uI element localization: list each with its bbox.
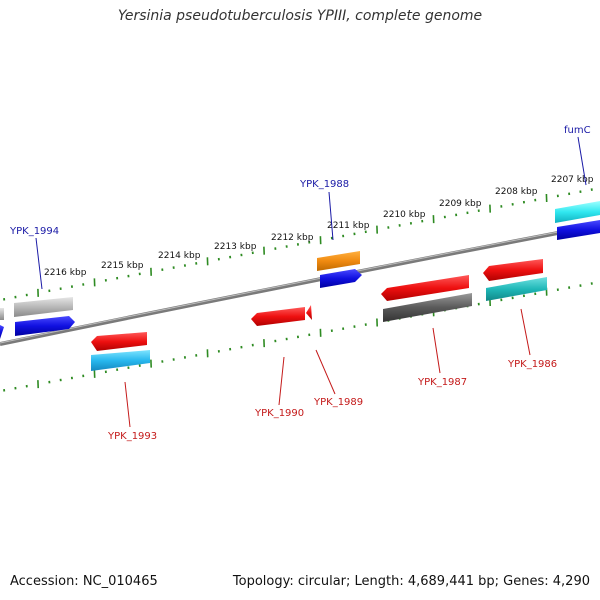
gene-fumc — [555, 201, 600, 240]
top-leader-lines — [35, 136, 587, 290]
gene-label-ypk-1986[interactable]: YPK_1986 — [507, 359, 557, 370]
genome-backbone-highlight — [0, 223, 600, 344]
gene-ypk-1995-partial — [0, 308, 4, 339]
gene-ypk-1990 — [251, 307, 305, 326]
accession-label: Accession: NC_010465 — [10, 574, 158, 589]
map-title: Yersinia pseudotuberculosis YPIII, compl… — [117, 8, 483, 24]
gene-ypk-1986 — [483, 259, 547, 301]
kbp-label-2213: 2213 kbp — [214, 242, 257, 252]
genome-backbone — [0, 223, 600, 346]
gene-labels: fumC YPK_1988 YPK_1994 YPK_1993 YPK_1990… — [9, 125, 591, 442]
gene-ypk-1987 — [381, 275, 472, 322]
gene-label-ypk-1990[interactable]: YPK_1990 — [254, 408, 304, 419]
lower-tick-rail — [3, 282, 593, 392]
kbp-label-2207: 2207 kbp — [551, 175, 594, 185]
gene-ypk-1988 — [317, 251, 362, 288]
gene-label-ypk-1993[interactable]: YPK_1993 — [107, 431, 157, 442]
kbp-label-2211: 2211 kbp — [327, 221, 370, 231]
upper-tick-rail — [3, 188, 593, 301]
gene-label-ypk-1989[interactable]: YPK_1989 — [313, 397, 363, 408]
gene-label-ypk-1988[interactable]: YPK_1988 — [299, 179, 349, 190]
genome-info-label: Topology: circular; Length: 4,689,441 bp… — [232, 574, 590, 589]
kbp-label-2214: 2214 kbp — [158, 251, 201, 261]
kbp-label-2215: 2215 kbp — [101, 261, 144, 271]
bottom-leader-lines — [124, 308, 531, 428]
gene-label-fumc[interactable]: fumC — [564, 125, 591, 136]
kbp-scale-labels: 2216 kbp 2215 kbp 2214 kbp 2213 kbp 2212… — [44, 175, 594, 278]
gene-ypk-1993 — [91, 332, 150, 371]
gene-label-ypk-1987[interactable]: YPK_1987 — [417, 377, 467, 388]
kbp-label-2216: 2216 kbp — [44, 268, 87, 278]
kbp-label-2210: 2210 kbp — [383, 210, 426, 220]
kbp-label-2209: 2209 kbp — [439, 199, 482, 209]
gene-ypk-1994 — [14, 297, 75, 336]
kbp-label-2208: 2208 kbp — [495, 187, 538, 197]
gene-label-ypk-1994[interactable]: YPK_1994 — [9, 226, 59, 237]
kbp-label-2212: 2212 kbp — [271, 233, 314, 243]
gene-ypk-1989 — [306, 305, 312, 320]
